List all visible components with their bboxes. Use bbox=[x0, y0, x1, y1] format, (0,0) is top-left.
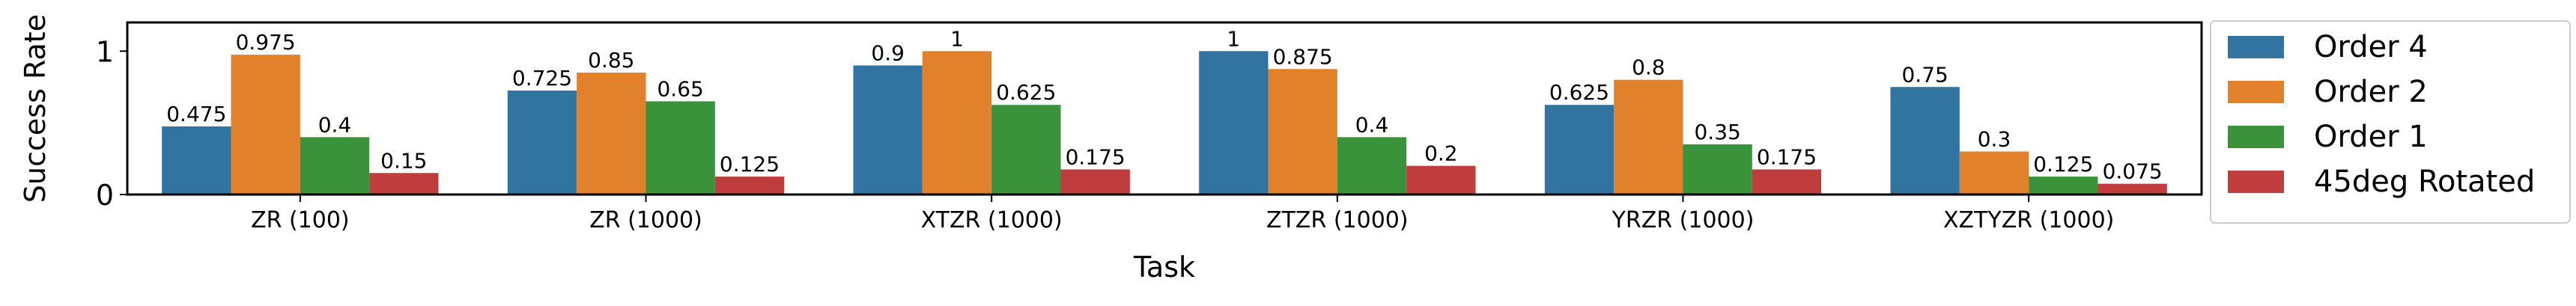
bar-45deg-rotated-ztzr-1000 bbox=[1406, 165, 1476, 195]
data-label-order-4-zr-100: 0.475 bbox=[166, 102, 226, 126]
bar-order-1-yrzr-1000 bbox=[1683, 144, 1752, 195]
data-label-order-4-xztyzr-1000: 0.75 bbox=[1901, 62, 1948, 87]
data-label-order-2-zr-100: 0.975 bbox=[236, 30, 296, 55]
bar-order-4-xztyzr-1000 bbox=[1890, 87, 1960, 195]
y-tick-label: 0 bbox=[96, 179, 114, 212]
y-axis-title: Success Rate bbox=[19, 14, 52, 203]
x-tick-label: XTZR (1000) bbox=[921, 207, 1063, 233]
bar-order-1-zr-1000 bbox=[645, 101, 715, 195]
bar-order-1-ztzr-1000 bbox=[1337, 137, 1407, 195]
data-label-order-1-yrzr-1000: 0.35 bbox=[1694, 120, 1740, 144]
data-label-order-2-xztyzr-1000: 0.3 bbox=[1978, 127, 2011, 152]
data-label-45deg-rotated-zr-1000: 0.125 bbox=[720, 152, 780, 177]
data-label-45deg-rotated-yrzr-1000: 0.175 bbox=[1757, 144, 1817, 169]
legend-label-order-1: Order 1 bbox=[2314, 120, 2428, 154]
data-label-order-1-zr-100: 0.4 bbox=[318, 112, 352, 137]
bar-45deg-rotated-xtzr-1000 bbox=[1060, 169, 1130, 195]
bar-order-2-ztzr-1000 bbox=[1268, 69, 1337, 195]
data-label-order-4-zr-1000: 0.725 bbox=[512, 66, 572, 91]
bar-order-4-xtzr-1000 bbox=[853, 65, 923, 195]
plot-area-frame bbox=[126, 21, 2203, 196]
bar-order-2-yrzr-1000 bbox=[1614, 79, 1683, 195]
legend-items: Order 4 Order 2 Order 1 45deg Rotated bbox=[2228, 30, 2535, 199]
data-label-45deg-rotated-zr-100: 0.15 bbox=[380, 148, 427, 173]
data-label-order-1-xztyzr-1000: 0.125 bbox=[2033, 152, 2093, 177]
bar-order-2-xtzr-1000 bbox=[922, 51, 992, 195]
legend: Order 4 Order 2 Order 1 45deg Rotated bbox=[2210, 20, 2571, 224]
bar-order-4-zr-1000 bbox=[507, 91, 577, 195]
legend-label-order-4: Order 4 bbox=[2314, 30, 2428, 64]
data-label-order-2-zr-1000: 0.85 bbox=[588, 48, 634, 73]
x-axis-ticks: ZR (100) ZR (1000) XTZR (1000) ZTZR (1000) Y… bbox=[251, 195, 2114, 233]
data-label-order-4-yrzr-1000: 0.625 bbox=[1549, 80, 1609, 105]
data-label-order-1-xtzr-1000: 0.625 bbox=[996, 80, 1056, 105]
y-tick-label: 1 bbox=[96, 35, 114, 68]
data-label-order-1-zr-1000: 0.65 bbox=[657, 76, 703, 101]
x-tick-label: ZR (1000) bbox=[589, 207, 702, 233]
data-label-order-4-ztzr-1000: 1 bbox=[1227, 26, 1240, 51]
bar-45deg-rotated-zr-100 bbox=[369, 173, 439, 195]
bar-order-2-xztyzr-1000 bbox=[1959, 151, 2029, 195]
x-tick-label: ZR (100) bbox=[251, 207, 350, 233]
bar-order-2-zr-100 bbox=[231, 55, 300, 195]
x-axis-title: Task bbox=[1133, 251, 1195, 284]
x-tick-label: XZTYZR (1000) bbox=[1943, 207, 2114, 233]
x-tick-label: YRZR (1000) bbox=[1611, 207, 1755, 233]
bar-order-1-xtzr-1000 bbox=[991, 105, 1061, 195]
data-label-45deg-rotated-ztzr-1000: 0.2 bbox=[1424, 141, 1458, 166]
legend-label-45deg-rotated: 45deg Rotated bbox=[2314, 165, 2535, 199]
data-label-45deg-rotated-xtzr-1000: 0.175 bbox=[1066, 144, 1126, 169]
data-label-order-2-ztzr-1000: 0.875 bbox=[1273, 44, 1333, 69]
bar-order-4-ztzr-1000 bbox=[1199, 51, 1269, 195]
bar-order-1-zr-100 bbox=[300, 137, 370, 195]
legend-swatch-order-2 bbox=[2228, 81, 2284, 103]
legend-swatch-45deg-rotated bbox=[2228, 171, 2284, 193]
bar-order-4-yrzr-1000 bbox=[1544, 105, 1614, 195]
legend-frame bbox=[2210, 20, 2571, 224]
bars-group bbox=[162, 51, 2167, 195]
y-axis-ticks: 01 bbox=[96, 35, 127, 212]
data-label-order-2-yrzr-1000: 0.8 bbox=[1632, 55, 1665, 80]
data-label-order-4-xtzr-1000: 0.9 bbox=[871, 41, 905, 66]
legend-label-order-2: Order 2 bbox=[2314, 75, 2428, 109]
data-label-order-2-xtzr-1000: 1 bbox=[950, 26, 964, 51]
x-tick-label: ZTZR (1000) bbox=[1266, 207, 1409, 233]
data-label-45deg-rotated-xztyzr-1000: 0.075 bbox=[2103, 159, 2163, 184]
bar-45deg-rotated-xztyzr-1000 bbox=[2097, 183, 2167, 195]
bar-order-1-xztyzr-1000 bbox=[2029, 177, 2098, 195]
data-label-order-1-ztzr-1000: 0.4 bbox=[1355, 112, 1389, 137]
bar-order-4-zr-100 bbox=[162, 126, 231, 195]
legend-swatch-order-1 bbox=[2228, 126, 2284, 148]
bar-order-2-zr-1000 bbox=[577, 73, 646, 195]
bar-45deg-rotated-zr-1000 bbox=[714, 177, 785, 195]
legend-swatch-order-4 bbox=[2228, 36, 2284, 58]
data-labels-group: 0.475 0.975 0.4 0.15 0.725 0.85 0.65 0.125 0.9 1 0… bbox=[166, 26, 2163, 183]
bar-45deg-rotated-yrzr-1000 bbox=[1752, 169, 1822, 195]
